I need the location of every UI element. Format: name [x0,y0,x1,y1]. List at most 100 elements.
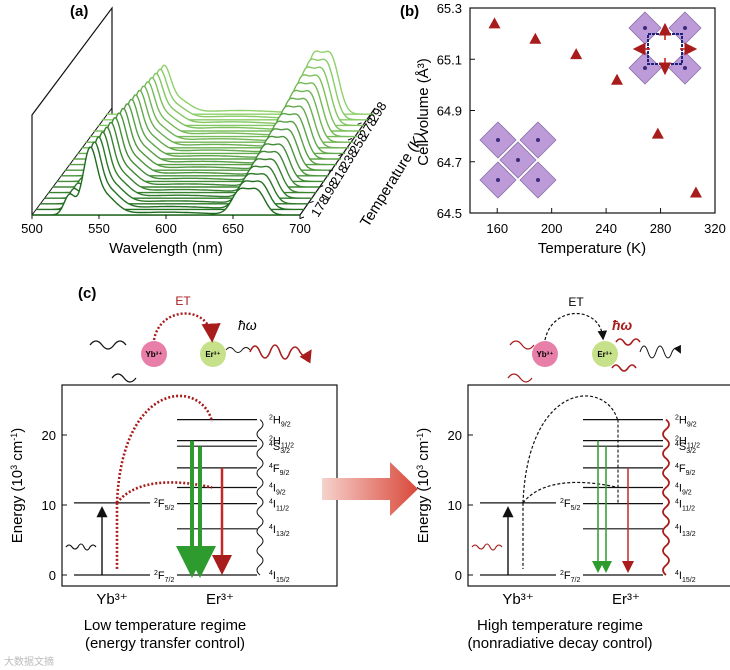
temp-tick [299,216,305,219]
temp-tick [338,153,343,157]
er-level-label: 4I15/2 [269,570,290,584]
x-tick-labels: 500 550 600 650 700 [21,215,311,236]
er-axis-label: Er³⁺ [612,591,640,608]
x-tick-label: 700 [289,221,311,236]
atom [536,138,540,142]
data-point [689,186,702,198]
excitation-wave [65,543,97,551]
data-point [488,17,501,29]
data-point [651,127,664,139]
high-regime-subcaption: (nonradiative decay control) [467,635,652,652]
energy-transfer-schematic-low: Yb³⁺ Er³⁺ ET ħω [89,294,312,383]
data-points [488,17,702,198]
er-level-label: 2H11/2 [269,436,294,450]
yb-ion [141,341,167,367]
er-level-label: 4F9/2 [675,463,695,477]
watermark: 大数据文摘 [4,655,54,668]
er-level-label: 4I9/2 [675,483,692,497]
y-axis-label: Energy (103 cm-1) [415,428,432,544]
y-tick-label: 10 [42,498,56,513]
x-tick-label: 240 [595,221,617,236]
temp-tick [309,200,314,204]
x-axis-label: Wavelength (nm) [109,240,223,257]
atom [516,158,520,162]
yb-ion-label: Yb³⁺ [536,350,553,359]
energy-transfer-schematic-high: Yb³⁺ Er³⁺ ET ħω [507,295,681,383]
atom [536,178,540,182]
yb-level-label: 2F7/2 [154,570,174,584]
data-point [611,73,623,85]
spectra-series [32,50,374,216]
x-tick-label: 500 [21,221,43,236]
er-ion-label: Er³⁺ [205,350,220,359]
et-arc-lower [115,481,213,504]
er-axis-label: Er³⁺ [206,591,234,608]
er-level-label: 4I13/2 [269,524,290,538]
et-arc-lower [522,481,619,504]
yb-ion [532,341,558,367]
y-axis-label: Energy (103 cm-1) [9,428,26,544]
et-label: ET [175,294,191,308]
panel-a-label: (a) [70,3,88,20]
high-regime-caption: High temperature regime [477,617,643,634]
y-tick-label: 64.5 [437,206,462,221]
atom [496,138,500,142]
x-tick-label: 550 [88,221,110,236]
phonon-wave [256,419,264,576]
spectra-3d-plot: 500 550 600 650 700 Wavelength (nm) 17819821… [21,6,429,257]
temp-tick [319,185,324,188]
y-tick-label: 20 [42,428,56,443]
x-tick-label: 280 [650,221,672,236]
er-level-label: 4I11/2 [675,499,695,513]
distorted-structure-inset [628,11,702,85]
y-axis-label: Cell volume (Å³) [415,58,432,166]
x-tick-label: 650 [222,221,244,236]
atom [683,26,687,30]
y-tick-label: 65.3 [437,1,462,16]
er-ion-label: Er³⁺ [597,350,612,359]
et-arc-upper [522,395,619,503]
er-ion [200,341,226,367]
er-level-label: 4S3/2 [675,441,696,455]
temp-tick [357,122,362,125]
temp-tick [328,169,333,172]
er-level-label: 4I13/2 [675,524,696,538]
excitation-wave [471,543,503,551]
et-arc-upper [115,394,214,503]
energy-diagram-low: 0 10 20 Energy (103 cm-1) 2F5/2 2F7/2 2H9/2 2H1… [9,384,338,608]
energy-diagram-high: 0 10 20 Energy (103 cm-1) 2F5/2 2F7/2 2H9/2 2H1… [415,384,730,608]
x-tick-label: 200 [541,221,563,236]
y-tick-label: 10 [448,498,462,513]
er-level-label: 4F9/2 [269,463,289,477]
et-label: ET [568,295,584,309]
atom [643,26,647,30]
y-tick-label: 0 [455,568,462,583]
y-tick-label: 0 [49,568,56,583]
er-level-label: 2H9/2 [675,415,697,429]
yb-level-label: 2F5/2 [154,498,174,512]
er-level-label: 4S3/2 [269,441,290,455]
yb-axis-label: Yb³⁺ [502,591,533,608]
atom [683,66,687,70]
low-regime-subcaption: (energy transfer control) [85,635,245,652]
er-level-label: 4I15/2 [675,570,696,584]
diagram-frame [467,384,730,587]
x-axis-label: Temperature (K) [538,240,646,257]
transition-arrow [322,462,418,516]
panel-b-label: (b) [400,3,419,20]
low-regime-caption: Low temperature regime [84,617,247,634]
y-tick-label: 64.7 [437,155,462,170]
data-point [529,32,542,44]
panel-c-label: (c) [78,285,96,302]
phonon-wave [662,418,670,576]
er-level-label: 2H11/2 [675,436,700,450]
y-tick-label: 20 [448,428,462,443]
atom [496,178,500,182]
y-tick-label: 64.9 [437,104,462,119]
spectrum-line [32,146,300,216]
phonon-label: ħω [612,317,633,333]
atom [643,66,647,70]
er-level-label: 2H9/2 [269,415,291,429]
axis-ticks: 160 200 240 280 320 64.5 64.7 64.9 65.1 65.3 [437,1,726,236]
